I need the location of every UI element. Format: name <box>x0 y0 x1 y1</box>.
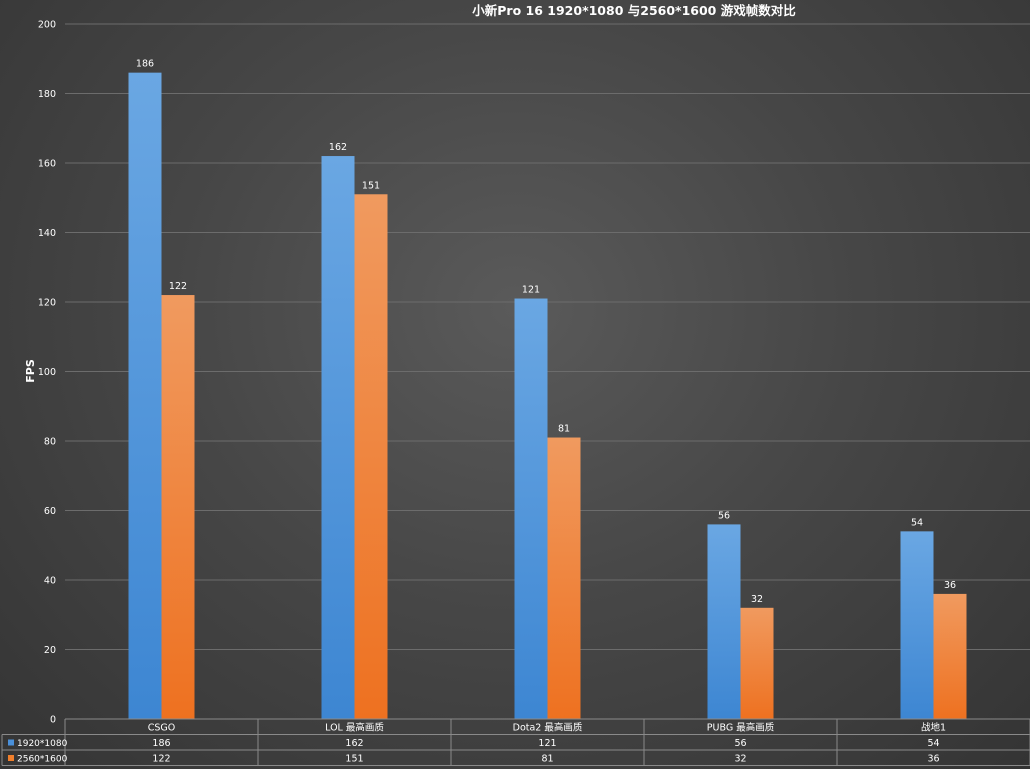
y-tick-label: 60 <box>44 506 56 517</box>
y-tick-label: 100 <box>38 367 56 378</box>
x-tick-label: 战地1 <box>921 722 946 734</box>
bar <box>128 72 162 719</box>
y-tick-label: 0 <box>50 715 56 726</box>
bar-value-label: 186 <box>136 59 154 70</box>
bar <box>740 607 774 719</box>
table-cell: 162 <box>345 738 363 749</box>
y-tick-label: 140 <box>38 228 56 239</box>
bar <box>547 437 581 719</box>
y-tick-label: 20 <box>44 645 56 656</box>
legend-swatch <box>8 755 14 761</box>
bar-value-label: 121 <box>522 285 540 296</box>
y-tick-label: 120 <box>38 298 56 309</box>
bar-value-label: 122 <box>169 281 187 292</box>
y-tick-label: 80 <box>44 437 56 448</box>
x-tick-label: LOL 最高画质 <box>325 722 384 734</box>
bar-value-label: 54 <box>911 517 923 528</box>
table-cell: 121 <box>538 738 556 749</box>
bar-value-label: 162 <box>329 142 347 153</box>
bar-value-label: 81 <box>558 424 570 435</box>
y-tick-label: 200 <box>38 20 56 31</box>
bar-value-label: 36 <box>944 580 956 591</box>
bar <box>900 531 934 719</box>
chart-title: 小新Pro 16 1920*1080 与2560*1600 游戏帧数对比 <box>471 3 796 18</box>
table-cell: 54 <box>927 738 939 749</box>
legend-series-name: 2560*1600 <box>17 755 68 765</box>
x-tick-label: Dota2 最高画质 <box>513 722 583 734</box>
bar-value-label: 56 <box>718 510 730 521</box>
bar <box>354 194 388 719</box>
table-cell: 186 <box>152 738 170 749</box>
y-tick-label: 160 <box>38 159 56 170</box>
x-tick-label: CSGO <box>148 723 176 734</box>
table-cell: 122 <box>152 754 170 765</box>
table-cell: 81 <box>541 754 553 765</box>
bar <box>161 295 195 719</box>
x-tick-label: PUBG 最高画质 <box>707 722 775 734</box>
bar <box>933 593 967 719</box>
bar-value-label: 151 <box>362 180 380 191</box>
bar <box>707 524 741 719</box>
bar <box>514 298 548 719</box>
y-tick-label: 40 <box>44 576 56 587</box>
bar <box>321 156 355 720</box>
y-axis-label: FPS <box>24 359 37 383</box>
legend-swatch <box>8 739 14 746</box>
bar-value-label: 32 <box>751 594 763 605</box>
table-cell: 151 <box>345 754 363 765</box>
table-cell: 56 <box>734 738 746 749</box>
legend-series-name: 1920*1080 <box>17 739 68 749</box>
table-cell: 36 <box>927 754 939 765</box>
table-cell: 32 <box>734 754 746 765</box>
y-tick-label: 180 <box>38 89 56 100</box>
